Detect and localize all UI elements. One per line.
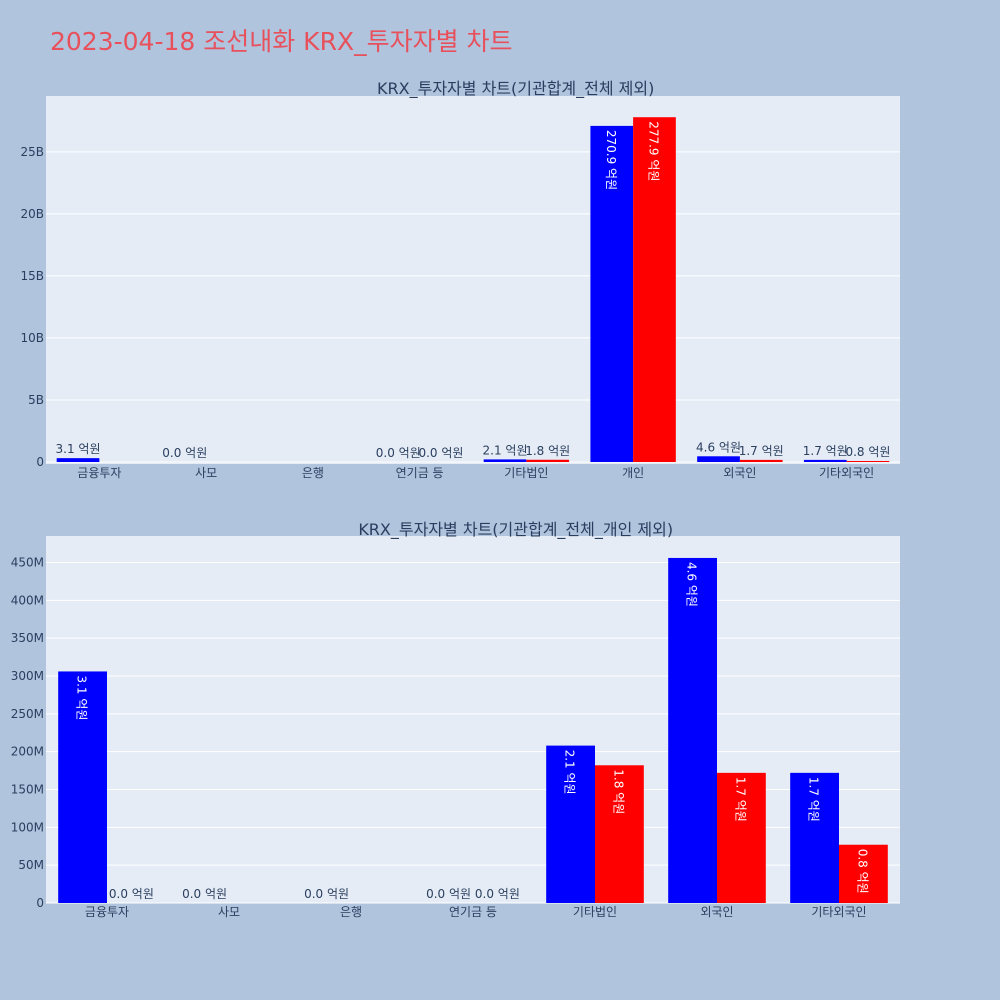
y-tick-label: 300M bbox=[11, 669, 44, 683]
bar-sell bbox=[633, 117, 676, 463]
bar-label: 2.1 억원 bbox=[563, 750, 577, 795]
bar-label: 0.0 억원 bbox=[162, 446, 207, 460]
y-tick-label: 0 bbox=[36, 455, 44, 469]
bar-buy bbox=[697, 456, 740, 462]
x-tick-label: 기타법인 bbox=[573, 905, 617, 919]
bar-label: 4.6 억원 bbox=[696, 440, 741, 454]
bar-buy bbox=[483, 459, 527, 462]
bar-buy bbox=[790, 772, 839, 903]
x-tick-label: 기타외국인 bbox=[819, 466, 874, 480]
bar-label: 0.0 억원 bbox=[304, 887, 349, 901]
bar-sell bbox=[739, 459, 783, 462]
x-tick-label: 은행 bbox=[302, 465, 324, 480]
x-tick-label: 은행 bbox=[340, 904, 362, 919]
bar-sell bbox=[839, 844, 888, 903]
bar-label: 3.1 억원 bbox=[75, 675, 89, 720]
x-tick-label: 사모 bbox=[218, 905, 240, 919]
bar-label: 2.1 억원 bbox=[483, 443, 528, 457]
x-tick-label: 외국인 bbox=[723, 466, 756, 480]
bar-label: 0.0 억원 bbox=[475, 887, 520, 901]
bar-sell bbox=[846, 461, 890, 462]
bar-label: 0.0 억원 bbox=[376, 446, 421, 460]
x-tick-label: 개인 bbox=[622, 466, 644, 480]
y-tick-label: 150M bbox=[11, 782, 44, 796]
bar-label: 1.8 억원 bbox=[611, 769, 625, 814]
bar-label: 0.0 억원 bbox=[426, 887, 471, 901]
y-tick-label: 15B bbox=[20, 269, 44, 283]
bar-label: 1.8 억원 bbox=[525, 444, 570, 458]
y-tick-label: 100M bbox=[11, 820, 44, 834]
page-title: 2023-04-18 조선내화 KRX_투자자별 차트 bbox=[50, 27, 513, 56]
bar-buy bbox=[58, 671, 107, 903]
bar-label: 3.1 억원 bbox=[56, 442, 101, 456]
x-tick-label: 금융투자 bbox=[77, 466, 121, 480]
bar-buy bbox=[590, 125, 634, 463]
y-tick-label: 400M bbox=[11, 593, 44, 607]
bar-label: 1.7 억원 bbox=[739, 444, 784, 458]
bar-label: 0.0 억원 bbox=[418, 446, 463, 460]
bar-label: 0.0 억원 bbox=[182, 887, 227, 901]
x-tick-label: 기타외국인 bbox=[811, 905, 866, 919]
bar-label: 0.8 억원 bbox=[845, 445, 890, 459]
x-tick-label: 연기금 등 bbox=[396, 466, 444, 480]
bar-label: 1.7 억원 bbox=[803, 444, 848, 458]
y-tick-label: 350M bbox=[11, 631, 44, 645]
x-tick-label: 기타법인 bbox=[504, 466, 548, 480]
x-tick-label: 연기금 등 bbox=[449, 905, 497, 919]
y-tick-label: 50M bbox=[18, 858, 44, 872]
y-tick-label: 20B bbox=[20, 207, 44, 221]
y-tick-label: 5B bbox=[28, 393, 44, 407]
bar-label: 270.9 억원 bbox=[604, 130, 618, 190]
bar-sell bbox=[595, 765, 644, 903]
x-tick-label: 사모 bbox=[195, 466, 217, 480]
bar-buy bbox=[546, 745, 595, 903]
y-tick-label: 25B bbox=[20, 145, 44, 159]
bar-label: 277.9 억원 bbox=[646, 121, 660, 181]
bar-label: 1.7 억원 bbox=[807, 777, 821, 822]
bar-buy bbox=[803, 459, 847, 462]
bar-label: 0.0 억원 bbox=[109, 887, 154, 901]
bar-label: 4.6 억원 bbox=[685, 562, 699, 607]
plot-area-2 bbox=[46, 536, 900, 903]
y-tick-label: 0 bbox=[36, 896, 44, 910]
bar-label: 1.7 억원 bbox=[733, 777, 747, 822]
chart-title-2: KRX_투자자별 차트(기관합계_전체_개인 제외) bbox=[358, 520, 673, 540]
bar-buy bbox=[668, 557, 717, 903]
y-tick-label: 250M bbox=[11, 707, 44, 721]
bar-sell bbox=[526, 459, 570, 462]
plot-area-1 bbox=[46, 96, 900, 464]
y-tick-label: 10B bbox=[20, 331, 44, 345]
bar-label: 0.8 억원 bbox=[855, 849, 869, 894]
y-tick-label: 200M bbox=[11, 745, 44, 759]
y-tick-label: 450M bbox=[11, 555, 44, 569]
x-tick-label: 금융투자 bbox=[85, 905, 129, 919]
x-tick-label: 외국인 bbox=[700, 905, 733, 919]
bar-buy bbox=[56, 458, 100, 462]
chart-title-1: KRX_투자자별 차트(기관합계_전체 제외) bbox=[377, 79, 654, 99]
bar-sell bbox=[717, 772, 766, 903]
